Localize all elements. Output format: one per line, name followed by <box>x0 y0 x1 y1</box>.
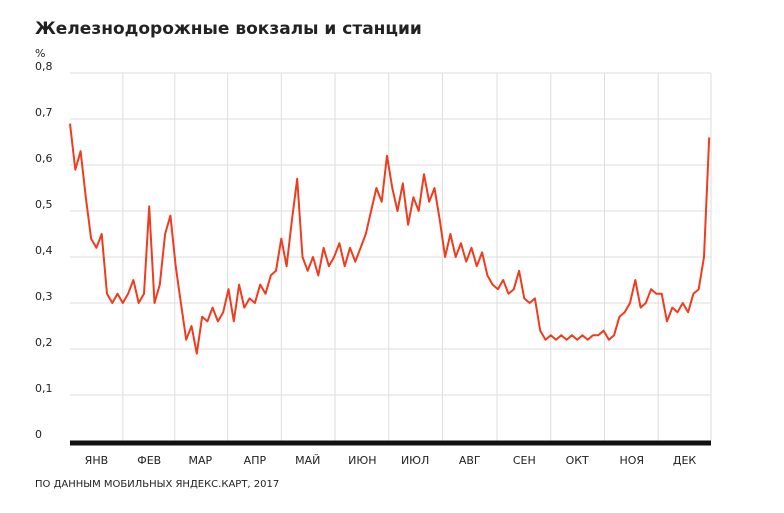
y-tick-label: 0,7 <box>35 106 53 119</box>
x-tick-label: МАР <box>188 454 212 467</box>
chart-title: Железнодорожные вокзалы и станции <box>35 19 422 39</box>
y-tick-label: 0,2 <box>35 336 53 349</box>
x-tick-label: ИЮЛ <box>401 454 429 467</box>
x-tick-label: НОЯ <box>619 454 644 467</box>
x-tick-label: ИЮН <box>348 454 376 467</box>
y-tick-label: 0 <box>35 428 42 441</box>
source-note: ПО ДАННЫМ МОБИЛЬНЫХ ЯНДЕКС.КАРТ, 2017 <box>35 479 279 490</box>
x-tick-label: ФЕВ <box>137 454 161 467</box>
x-tick-label: АПР <box>244 454 267 467</box>
y-tick-label: 0,5 <box>35 198 53 211</box>
x-tick-label: ДЕК <box>673 454 697 467</box>
x-tick-label: СЕН <box>513 454 536 467</box>
y-tick-label: 0,6 <box>35 152 53 165</box>
x-tick-label: АВГ <box>459 454 481 467</box>
x-tick-label: ЯНВ <box>85 454 108 467</box>
y-tick-label: 0,3 <box>35 290 53 303</box>
y-axis-label: % <box>35 47 45 60</box>
x-tick-label: МАЙ <box>295 454 320 467</box>
y-tick-label: 0,1 <box>35 382 53 395</box>
data-line <box>69 123 711 355</box>
x-tick-label: ОКТ <box>566 454 589 467</box>
y-tick-label: 0,4 <box>35 244 53 257</box>
y-tick-label: 0,8 <box>35 60 53 73</box>
